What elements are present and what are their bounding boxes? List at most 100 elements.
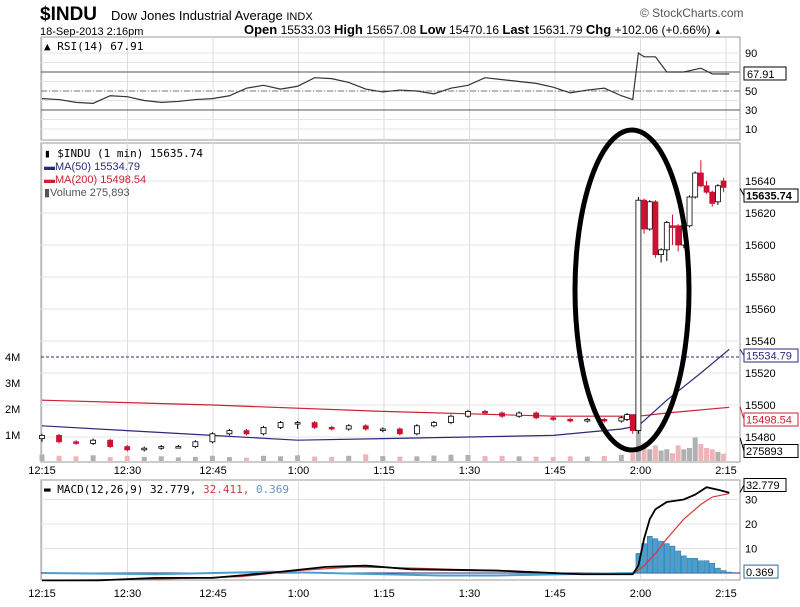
candle-body <box>328 426 335 430</box>
value-box-volume <box>743 444 799 458</box>
macd-tick-label: 10 <box>745 544 757 556</box>
exchange: INDX <box>286 11 313 23</box>
candle-body <box>646 201 653 230</box>
volume-bar <box>175 457 181 461</box>
volume-bar <box>647 449 653 461</box>
volume-bar <box>243 457 249 461</box>
open-value: 15533.03 <box>280 23 331 37</box>
candle-body <box>482 410 488 414</box>
volume-bar <box>346 455 352 461</box>
volume-bar <box>715 451 721 461</box>
value-label-volume: 275893 <box>746 446 783 458</box>
candle-body <box>260 426 267 435</box>
x-tick-label: 2:15 <box>715 465 736 477</box>
x-tick-label: 1:45 <box>544 465 565 477</box>
price-legend: ▮ $INDU (1 min) 15635.74 <box>44 147 203 160</box>
ohlc-summary: Open 15533.03 High 15657.08 Low 15470.16… <box>244 22 722 37</box>
candle-body <box>73 441 79 444</box>
volume-bar <box>516 456 522 461</box>
volume-bar <box>652 445 658 461</box>
candle-body <box>448 415 454 424</box>
candle-body <box>39 434 45 439</box>
macd-hist-bar <box>692 558 698 574</box>
x-tick-label: 2:15 <box>715 588 736 600</box>
macd-hist-bar <box>709 562 715 574</box>
volume-bar <box>39 454 45 461</box>
macd-line <box>42 486 730 582</box>
candle-body <box>720 180 727 188</box>
candle-body <box>675 225 682 246</box>
candle-body <box>686 196 693 227</box>
candle-body <box>567 418 574 422</box>
volume-bar <box>692 437 698 461</box>
up-arrow-icon: ▲ <box>713 27 722 36</box>
volume-bar <box>681 449 687 461</box>
macd-legend-part-0: ▬ MACD(12,26,9) <box>44 483 150 496</box>
candle-body <box>158 446 165 449</box>
open-label: Open <box>244 22 278 37</box>
candle-body <box>652 201 659 256</box>
volume-bar <box>312 456 318 461</box>
volume-bar <box>397 456 403 461</box>
candle-body <box>90 439 97 444</box>
macd-tick-label: 20 <box>745 519 757 531</box>
macd-hist-bar <box>658 540 664 574</box>
macd-tick-label: 30 <box>745 495 757 507</box>
volume-bar <box>704 448 710 461</box>
security-name: Dow Jones Industrial Average INDX <box>111 8 313 23</box>
macd-value-label: 32.779 <box>746 480 780 492</box>
x-tick-label: 12:45 <box>199 588 227 600</box>
macd-hist-bar <box>669 545 676 574</box>
volume-tick-label: 2M <box>5 404 20 416</box>
x-tick-label: 12:15 <box>28 465 56 477</box>
volume-bar <box>448 454 454 461</box>
volume-bar <box>669 453 675 461</box>
volume-tick-label: 1M <box>5 430 20 442</box>
volume-bar <box>664 449 670 461</box>
volume-bar <box>618 454 624 461</box>
x-tick-label: 2:00 <box>630 465 651 477</box>
volume-bar <box>431 455 437 461</box>
volume-bar <box>261 455 267 461</box>
candle-body <box>311 422 318 428</box>
volume-bar <box>278 456 284 461</box>
volume-bar <box>641 442 647 461</box>
candle-body <box>243 430 250 435</box>
candle-body <box>601 418 608 422</box>
candle-body <box>629 414 636 432</box>
high-label: High <box>333 22 363 37</box>
volume-bar <box>567 456 573 461</box>
x-tick-label: 1:45 <box>544 588 565 600</box>
volume-bar <box>584 456 590 461</box>
panel-frame-0 <box>40 36 741 141</box>
panel-frame-2 <box>40 479 741 581</box>
annotation-ellipse <box>572 127 692 453</box>
volume-bar <box>107 457 113 461</box>
macd-hist-bar <box>703 560 710 574</box>
rsi-tick-label: 10 <box>745 124 757 136</box>
low-value: 15470.16 <box>448 23 500 37</box>
volume-bar <box>192 456 198 461</box>
volume-bar <box>601 456 607 461</box>
datetime: 18-Sep-2013 2:16pm <box>40 26 144 38</box>
x-tick-label: 12:30 <box>114 588 142 600</box>
hist-value-label: 0.369 <box>746 567 774 579</box>
volume-bar <box>90 455 96 461</box>
candle-body <box>641 199 647 230</box>
value-box-ma50 <box>743 348 799 363</box>
last-value: 15631.79 <box>532 23 583 37</box>
macd-hist-bar <box>715 567 721 574</box>
x-tick-label: 1:30 <box>459 465 480 477</box>
price-tick-label: 15580 <box>745 272 776 284</box>
candle-body <box>413 425 420 435</box>
volume-bar <box>141 456 147 461</box>
value-label-ma50: 15534.79 <box>746 351 792 363</box>
brand-logo: © StockCharts.com <box>640 6 744 20</box>
candle-body <box>226 430 233 435</box>
candle-body <box>192 441 199 447</box>
rsi-tick-label: 50 <box>745 86 757 98</box>
ma200-legend: ▬MA(200) 15498.54 <box>44 174 146 186</box>
volume-bar <box>709 449 715 461</box>
candle-body <box>669 225 676 228</box>
